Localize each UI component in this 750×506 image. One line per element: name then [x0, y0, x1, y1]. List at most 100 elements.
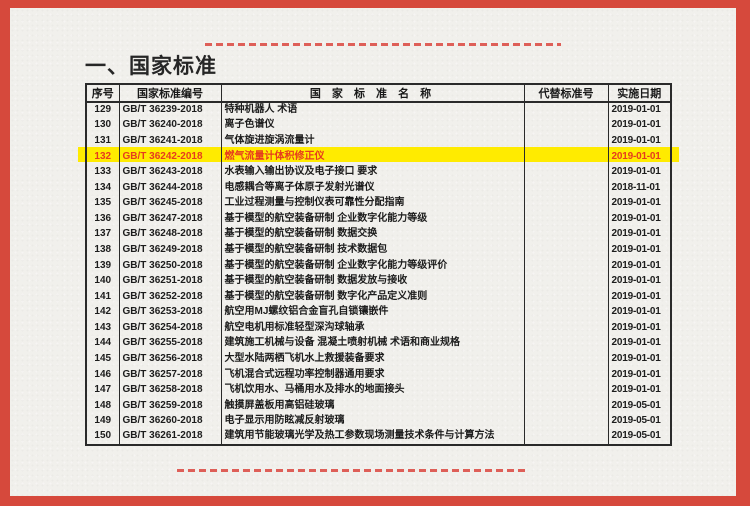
cell-no: 134 — [85, 179, 120, 196]
cell-no: 135 — [85, 195, 120, 212]
cell-replaced — [523, 397, 609, 414]
cell-no: 130 — [85, 117, 120, 134]
cell-code: GB/T 36256-2018 — [118, 351, 222, 367]
cell-no: 138 — [85, 242, 120, 258]
cell-no: 141 — [85, 288, 120, 305]
table-row: 138 GB/T 36249-2018 基于模型的航空装备研制 技术数据包 2019-… — [85, 242, 672, 258]
cell-date: 2019-01-01 — [607, 288, 672, 305]
table-row: 145 GB/T 36256-2018 大型水陆两栖飞机水上救援装备要求 2019-0… — [85, 351, 672, 367]
cell-code: GB/T 36259-2018 — [118, 397, 222, 414]
cell-code: GB/T 36251-2018 — [118, 273, 222, 289]
cell-no: 133 — [85, 164, 120, 180]
cell-date: 2019-01-01 — [607, 351, 672, 367]
cell-date: 2019-01-01 — [607, 133, 672, 149]
cell-date: 2019-01-01 — [607, 117, 672, 134]
cell-date: 2019-01-01 — [607, 195, 672, 212]
cell-code: GB/T 36261-2018 — [118, 429, 222, 446]
cell-code: GB/T 36260-2018 — [118, 413, 222, 430]
page-title: 一、国家标准 — [85, 55, 217, 78]
cell-replaced — [523, 195, 609, 212]
cell-replaced — [523, 382, 609, 398]
cell-name: 建筑施工机械与设备 混凝土喷射机械 术语和商业规格 — [220, 335, 525, 352]
cell-code: GB/T 36243-2018 — [118, 164, 222, 180]
cell-name: 大型水陆两栖飞机水上救援装备要求 — [220, 351, 525, 367]
table-row: 141 GB/T 36252-2018 基于模型的航空装备研制 数字化产品定义准则 2… — [85, 288, 672, 305]
header-serial-number: 序号 — [85, 83, 120, 103]
cell-no: 145 — [85, 351, 120, 367]
cell-no: 143 — [85, 320, 120, 336]
cell-code: GB/T 36245-2018 — [118, 195, 222, 212]
cell-no: 132 — [85, 148, 120, 165]
table-row: 131 GB/T 36241-2018 气体旋进旋涡流量计 2019-01-01 — [85, 133, 672, 149]
cell-name: 电感耦合等离子体原子发射光谱仪 — [220, 179, 525, 196]
cell-name: 建筑用节能玻璃光学及热工参数现场测量技术条件与计算方法 — [220, 429, 525, 446]
table-row: 134 GB/T 36244-2018 电感耦合等离子体原子发射光谱仪 2018-11… — [85, 179, 672, 196]
cell-date: 2018-11-01 — [607, 179, 672, 196]
cell-no: 144 — [85, 335, 120, 352]
cell-date: 2019-01-01 — [607, 148, 672, 165]
cell-replaced — [523, 304, 609, 321]
cell-name: 基于模型的航空装备研制 技术数据包 — [220, 242, 525, 258]
cell-replaced — [523, 148, 609, 165]
cell-code: GB/T 36239-2018 — [118, 102, 222, 118]
table-row: 136 GB/T 36247-2018 基于模型的航空装备研制 企业数字化能力等级 2… — [85, 211, 672, 227]
cell-date: 2019-01-01 — [607, 102, 672, 118]
cell-code: GB/T 36240-2018 — [118, 117, 222, 134]
cell-replaced — [523, 351, 609, 367]
cell-date: 2019-01-01 — [607, 257, 672, 274]
cell-code: GB/T 36258-2018 — [118, 382, 222, 398]
cell-replaced — [523, 211, 609, 227]
cell-name: 航空电机用标准轻型深沟球轴承 — [220, 320, 525, 336]
table-row: 133 GB/T 36243-2018 水表输入输出协议及电子接口 要求 2019-0… — [85, 164, 672, 180]
cell-replaced — [523, 335, 609, 352]
cell-no: 146 — [85, 366, 120, 383]
cell-replaced — [523, 288, 609, 305]
cell-name: 基于模型的航空装备研制 数字化产品定义准则 — [220, 288, 525, 305]
cell-date: 2019-01-01 — [607, 304, 672, 321]
cell-code: GB/T 36244-2018 — [118, 179, 222, 196]
cell-name: 特种机器人 术语 — [220, 102, 525, 118]
cell-date: 2019-01-01 — [607, 366, 672, 383]
cell-name: 电子显示用防眩减反射玻璃 — [220, 413, 525, 430]
table-row: 129 GB/T 36239-2018 特种机器人 术语 2019-01-01 — [85, 102, 672, 118]
cell-code: GB/T 36248-2018 — [118, 226, 222, 243]
cell-no: 136 — [85, 211, 120, 227]
cell-replaced — [523, 429, 609, 446]
table-row: 137 GB/T 36248-2018 基于模型的航空装备研制 数据交换 2019-0… — [85, 226, 672, 243]
cell-name: 基于模型的航空装备研制 企业数字化能力等级评价 — [220, 257, 525, 274]
cell-name: 触摸屏盖板用高铝硅玻璃 — [220, 397, 525, 414]
cell-no: 129 — [85, 102, 120, 118]
cell-code: GB/T 36250-2018 — [118, 257, 222, 274]
cell-no: 139 — [85, 257, 120, 274]
cell-name: 飞机混合式远程功率控制器通用要求 — [220, 366, 525, 383]
cell-replaced — [523, 102, 609, 118]
header-standard-name: 国 家 标 准 名 称 — [220, 83, 525, 103]
table-header-row: 序号 国家标准编号 国 家 标 准 名 称 代替标准号 实施日期 — [85, 83, 672, 103]
cell-date: 2019-01-01 — [607, 242, 672, 258]
document-page: 一、国家标准 序号 国家标准编号 国 家 标 准 名 称 代替标准号 实施日期 … — [10, 8, 736, 496]
table-row: 147 GB/T 36258-2018 飞机饮用水、马桶用水及排水的地面接头 2019… — [85, 382, 672, 398]
cell-code: GB/T 36253-2018 — [118, 304, 222, 321]
cell-name: 气体旋进旋涡流量计 — [220, 133, 525, 149]
table-row: 139 GB/T 36250-2018 基于模型的航空装备研制 企业数字化能力等级评… — [85, 257, 672, 274]
cell-name: 水表输入输出协议及电子接口 要求 — [220, 164, 525, 180]
cell-name: 航空用MJ螺纹铝合金盲孔自锁镶嵌件 — [220, 304, 525, 321]
bottom-dashed-divider — [177, 469, 526, 472]
cell-no: 149 — [85, 413, 120, 430]
table-row: 130 GB/T 36240-2018 离子色谱仪 2019-01-01 — [85, 117, 672, 134]
cell-code: GB/T 36257-2018 — [118, 366, 222, 383]
cell-no: 131 — [85, 133, 120, 149]
table-row: 142 GB/T 36253-2018 航空用MJ螺纹铝合金盲孔自锁镶嵌件 2019-… — [85, 304, 672, 321]
cell-replaced — [523, 117, 609, 134]
cell-name: 基于模型的航空装备研制 数据发放与接收 — [220, 273, 525, 289]
standards-table-body: 129 GB/T 36239-2018 特种机器人 术语 2019-01-01 130 G… — [85, 102, 672, 446]
cell-date: 2019-01-01 — [607, 382, 672, 398]
standards-table: 序号 国家标准编号 国 家 标 准 名 称 代替标准号 实施日期 129 GB/T… — [85, 83, 672, 446]
header-implementation-date: 实施日期 — [607, 83, 672, 103]
cell-code: GB/T 36247-2018 — [118, 211, 222, 227]
cell-name: 燃气流量计体积修正仪 — [220, 148, 525, 165]
cell-date: 2019-05-01 — [607, 397, 672, 414]
table-row: 132 GB/T 36242-2018 燃气流量计体积修正仪 2019-01-01 — [85, 148, 672, 165]
cell-date: 2019-01-01 — [607, 320, 672, 336]
cell-no: 137 — [85, 226, 120, 243]
